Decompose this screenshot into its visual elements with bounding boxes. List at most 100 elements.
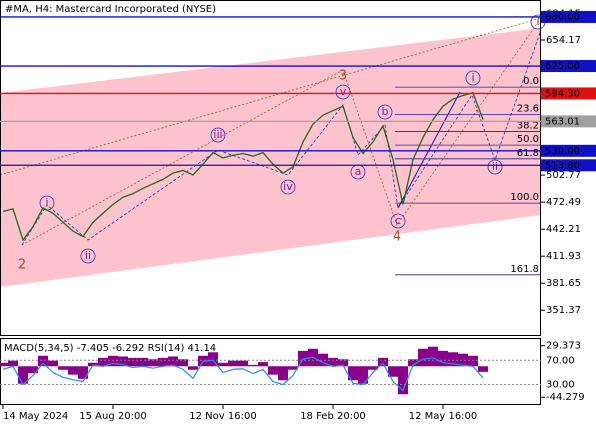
rsi-line <box>2 356 484 392</box>
wave-label: 2 <box>18 258 26 273</box>
wave-label: c <box>395 214 401 227</box>
level-label: 680.00 <box>545 12 580 23</box>
macd-bar <box>28 366 38 374</box>
wave-label: v <box>340 85 347 98</box>
macd-bar <box>388 366 398 377</box>
x-tick-label: 12 May 16:00 <box>409 411 478 422</box>
macd-bar <box>8 360 18 367</box>
macd-bar <box>78 366 88 379</box>
macd-bar <box>218 362 228 367</box>
macd-tick-label: 29.373 <box>546 341 581 352</box>
level-box <box>541 10 596 23</box>
macd-bar <box>368 366 378 370</box>
x-tick-label: 15 Aug 20:00 <box>79 411 146 422</box>
level-box <box>541 159 596 172</box>
macd-bar <box>288 366 298 370</box>
wave-circle <box>377 104 393 120</box>
y-tick-label: 442.21 <box>546 224 581 235</box>
level-box <box>541 87 596 100</box>
wave-label: iii <box>213 128 222 141</box>
channel <box>0 28 541 287</box>
macd-bar <box>478 366 488 372</box>
rsi-tick-label: 30.00 <box>546 380 575 391</box>
y-tick-label: 411.93 <box>546 251 581 262</box>
wave-label: i <box>471 71 474 84</box>
y-tick-label: 472.49 <box>546 197 581 208</box>
macd-bar <box>98 357 108 367</box>
level-box <box>541 144 596 157</box>
fib-label: 0.0 <box>523 76 539 87</box>
wave-circle <box>390 213 406 229</box>
fib-label: 23.6 <box>517 103 539 114</box>
macd-bar <box>148 359 158 367</box>
wave-label: ii <box>492 160 498 173</box>
wave-circle <box>335 84 351 100</box>
level-box <box>541 60 596 73</box>
wave-circle <box>210 127 226 143</box>
macd-bar <box>448 352 458 367</box>
chart-title: #MA, H4: Mastercard Incorporated (NYSE) <box>5 4 216 15</box>
macd-bar <box>18 366 28 384</box>
fib-label: 50.0 <box>517 134 539 145</box>
level-label: 625.00 <box>545 61 580 72</box>
macd-bar <box>408 359 418 367</box>
macd-bar <box>158 357 168 367</box>
indicator-label: MACD(5,34,5) -7.405 -6.292 RSI(14) 41.14 <box>4 343 216 354</box>
wave-label: i <box>536 15 539 28</box>
wave-label: 3 <box>339 69 347 84</box>
price-line <box>2 92 484 242</box>
macd-bar <box>428 346 438 367</box>
x-tick-label: 18 Feb 20:00 <box>300 411 366 422</box>
fib-label: 61.8 <box>517 148 539 159</box>
indicator-frame <box>0 338 541 405</box>
level-label: 530.00 <box>545 146 580 157</box>
macd-bar <box>88 362 98 367</box>
macd-bar <box>228 360 238 367</box>
wave-label: 4 <box>393 230 401 245</box>
wave-line <box>397 91 461 209</box>
macd-bar <box>0 362 8 367</box>
macd-bar <box>378 357 388 367</box>
level-label: 513.80 <box>545 160 580 171</box>
macd-bar <box>248 364 258 367</box>
macd-bar <box>128 357 138 367</box>
macd-bar <box>328 357 338 367</box>
wave-circle <box>280 179 296 195</box>
wave-label: iv <box>283 180 293 193</box>
x-tick-label: 14 May 2024 <box>3 411 68 422</box>
macd-bar <box>438 350 448 367</box>
macd-bar <box>38 355 48 367</box>
wave-circle <box>80 248 96 264</box>
macd-bar <box>268 366 278 375</box>
rsi-tick-label: 70.00 <box>546 355 575 366</box>
macd-bar <box>278 366 288 381</box>
macd-bar <box>188 366 198 370</box>
wave-label: ii <box>85 249 91 262</box>
wave-path <box>21 29 542 246</box>
macd-bar <box>398 366 408 395</box>
main-frame <box>0 0 541 336</box>
macd-bar <box>58 366 68 370</box>
wave-circle <box>465 70 481 86</box>
macd-bar <box>348 366 358 381</box>
macd-bar <box>118 356 128 367</box>
macd-bar <box>258 362 268 367</box>
macd-bar <box>418 348 428 367</box>
macd-bar <box>68 366 78 375</box>
trend-line <box>0 17 542 176</box>
wave-labels: 2 i ii iii iv v 3 a b c 4 i ii i <box>18 14 546 273</box>
y-tick-label: 351.37 <box>546 305 581 316</box>
fib-label: 161.8 <box>510 264 539 275</box>
macd-bar <box>168 356 178 367</box>
macd-bar <box>358 366 368 384</box>
y-tick-label: 381.65 <box>546 278 581 289</box>
y-tick-label: 502.77 <box>546 170 581 181</box>
wave-label: b <box>382 105 389 118</box>
macd-tick-label: -44.279 <box>546 392 585 403</box>
wave-circle <box>487 159 503 175</box>
fib-label: 38.2 <box>517 120 539 131</box>
macd-bar <box>108 355 118 367</box>
wave-label: a <box>355 165 362 178</box>
level-box <box>541 115 596 128</box>
